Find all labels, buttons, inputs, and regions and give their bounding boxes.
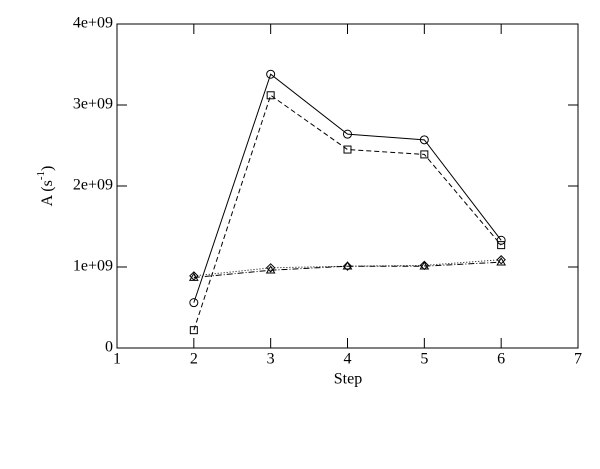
x-tick-label: 2 — [190, 351, 198, 368]
marker — [265, 265, 276, 274]
x-tick-label: 4 — [344, 351, 352, 368]
marker — [266, 69, 276, 79]
x-tick-label: 3 — [267, 351, 275, 368]
marker — [189, 298, 199, 308]
marker — [342, 261, 353, 270]
series-line — [193, 261, 502, 279]
series-line — [193, 259, 502, 277]
marker — [497, 241, 506, 250]
marker — [189, 326, 198, 335]
y-tick-label: 2e+09 — [73, 177, 113, 194]
marker — [496, 257, 507, 266]
y-tick-label: 0 — [105, 339, 113, 356]
plot-frame — [116, 23, 579, 349]
marker — [419, 261, 430, 270]
marker — [188, 272, 199, 281]
marker — [419, 135, 429, 145]
y-label-sup: -1 — [35, 171, 47, 180]
x-tick-label: 1 — [113, 351, 121, 368]
y-label-close: ) — [39, 166, 56, 171]
series-line — [193, 73, 502, 303]
y-tick-label: 1e+09 — [73, 258, 113, 275]
marker — [342, 261, 353, 271]
y-tick-label: 3e+09 — [73, 96, 113, 113]
marker — [420, 150, 429, 159]
marker — [343, 145, 352, 154]
marker — [496, 255, 506, 265]
x-tick-label: 5 — [420, 351, 428, 368]
marker — [343, 129, 352, 139]
x-tick-label: 6 — [497, 351, 505, 368]
marker — [266, 91, 275, 100]
x-axis-label: Step — [334, 371, 362, 388]
y-tick-label: 4e+09 — [73, 15, 113, 32]
x-tick-label: 7 — [574, 351, 582, 368]
y-label-text: A (s — [39, 180, 56, 206]
y-axis-label: A (s-1) — [35, 166, 56, 207]
series-line — [193, 94, 502, 331]
marker — [265, 263, 276, 273]
